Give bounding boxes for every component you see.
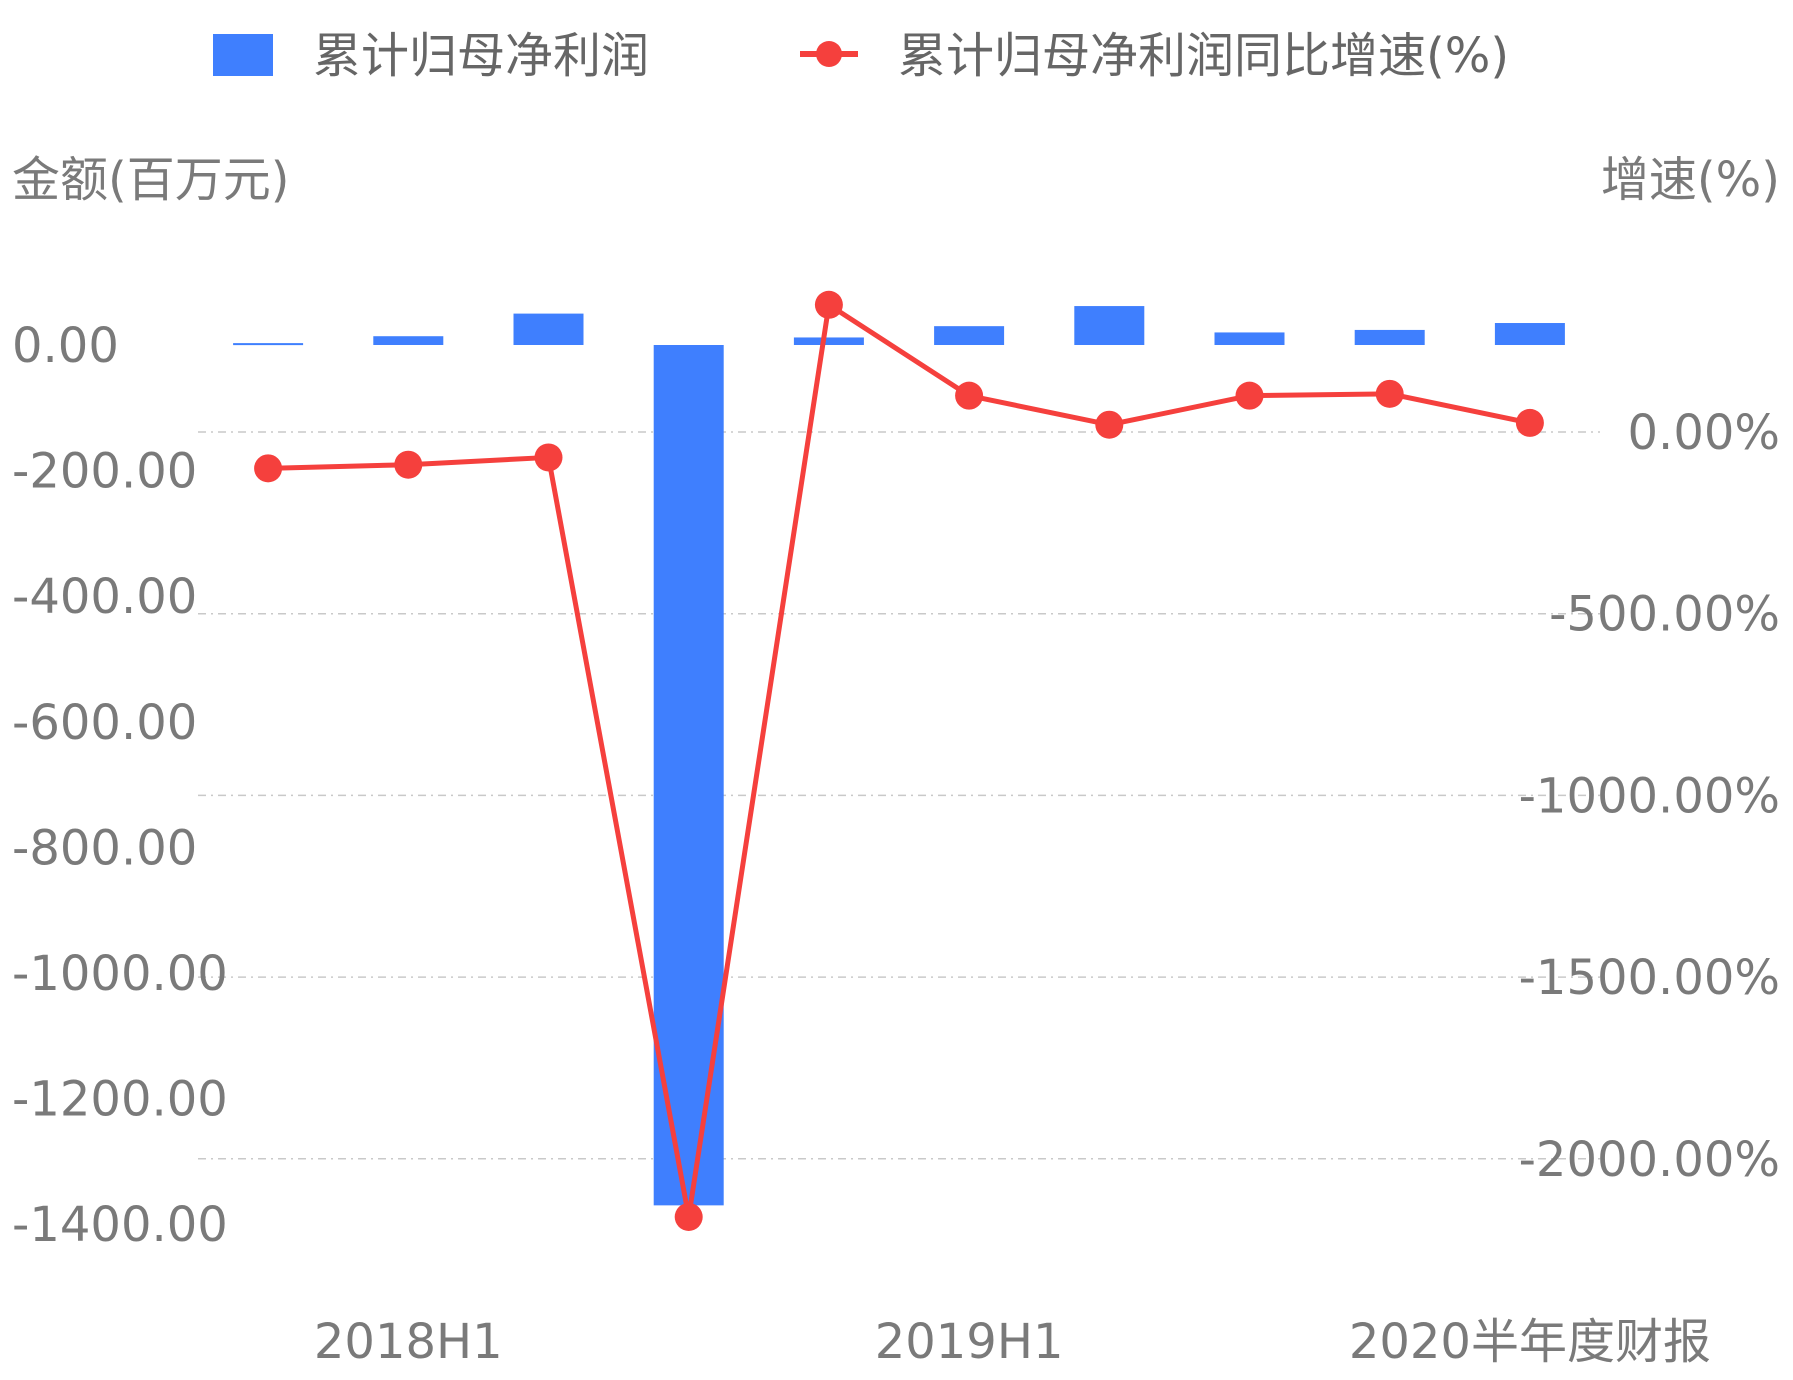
left-tick-label: -1400.00 [12,1197,228,1253]
growth-point [1515,408,1544,437]
x-axis-ticks: 2018H1 2019H1 2020半年度财报 [314,1314,1711,1370]
growth-point [394,450,423,479]
right-tick-label: -500.00% [1549,587,1780,643]
bar-series [233,306,1565,1206]
left-tick-label: -400.00 [12,569,197,625]
right-tick-label: 0.00% [1628,405,1780,461]
bar [1074,306,1145,345]
right-axis-ticks: 0.00% -500.00% -1000.00% -1500.00% -2000.00% [1519,405,1780,1188]
growth-point [1235,381,1264,410]
growth-point [1095,410,1124,439]
growth-point [674,1202,703,1231]
growth-line [268,302,1531,1220]
right-tick-label: -2000.00% [1519,1132,1780,1188]
left-tick-label: -800.00 [12,820,197,876]
x-tick-label: 2019H1 [875,1314,1064,1370]
growth-point [534,443,563,472]
left-axis-title: 金额(百万元) [12,152,289,208]
right-tick-label: -1500.00% [1519,950,1780,1006]
bar [793,337,864,345]
growth-point [254,454,283,483]
right-axis-title: 增速(%) [1601,152,1780,208]
left-tick-label: -1000.00 [12,946,228,1002]
bar [934,326,1005,345]
x-tick-label: 2018H1 [314,1314,503,1370]
bar [1214,332,1285,345]
growth-point [955,381,984,410]
legend-line-marker [816,41,842,67]
line-series [254,290,1544,1231]
bar [513,313,584,345]
x-tick-label: 2020半年度财报 [1349,1314,1711,1370]
left-tick-label: 0.00 [12,318,119,374]
legend-bar-label: 累计归母净利润 [313,28,649,84]
left-tick-label: -1200.00 [12,1072,228,1128]
bar [233,343,304,346]
legend-bar-swatch [213,34,273,76]
grid [198,431,1600,1160]
left-axis-ticks: 0.00 -200.00 -400.00 -600.00 -800.00 -1000.00… [12,318,228,1253]
bar [1354,329,1425,345]
left-tick-label: -600.00 [12,695,197,751]
left-tick-label: -200.00 [12,444,197,500]
legend: 累计归母净利润 累计归母净利润同比增速(%) [213,28,1509,84]
bar [1494,323,1565,345]
growth-point [814,290,843,319]
legend-line-label: 累计归母净利润同比增速(%) [898,28,1509,84]
bar [373,336,444,345]
growth-point [1375,379,1404,408]
right-tick-label: -1000.00% [1519,768,1780,824]
